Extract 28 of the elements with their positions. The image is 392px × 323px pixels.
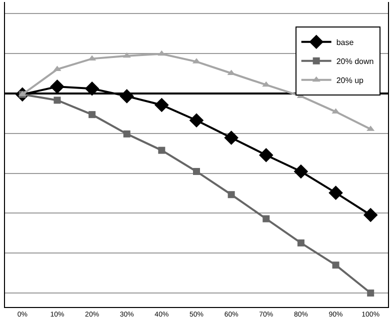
point — [363, 208, 378, 222]
point — [123, 130, 130, 138]
point — [294, 164, 308, 179]
point — [189, 113, 204, 128]
legend-label: 20% up — [336, 76, 364, 86]
point — [193, 168, 200, 175]
point — [328, 186, 343, 200]
point — [228, 191, 235, 198]
point — [154, 98, 169, 112]
point — [53, 66, 62, 72]
point — [50, 79, 64, 94]
point — [224, 130, 238, 145]
point — [88, 111, 96, 118]
point — [262, 215, 270, 222]
point — [54, 96, 61, 104]
point — [262, 81, 270, 87]
point — [258, 148, 274, 162]
point — [158, 146, 166, 154]
point — [120, 89, 134, 104]
point — [122, 52, 131, 58]
point — [158, 50, 166, 56]
point — [332, 108, 340, 114]
point — [367, 290, 374, 297]
legend-label: 20% down — [336, 57, 374, 66]
legend-label: base — [336, 38, 354, 48]
point — [332, 262, 340, 269]
point — [297, 239, 304, 246]
point — [84, 81, 100, 96]
